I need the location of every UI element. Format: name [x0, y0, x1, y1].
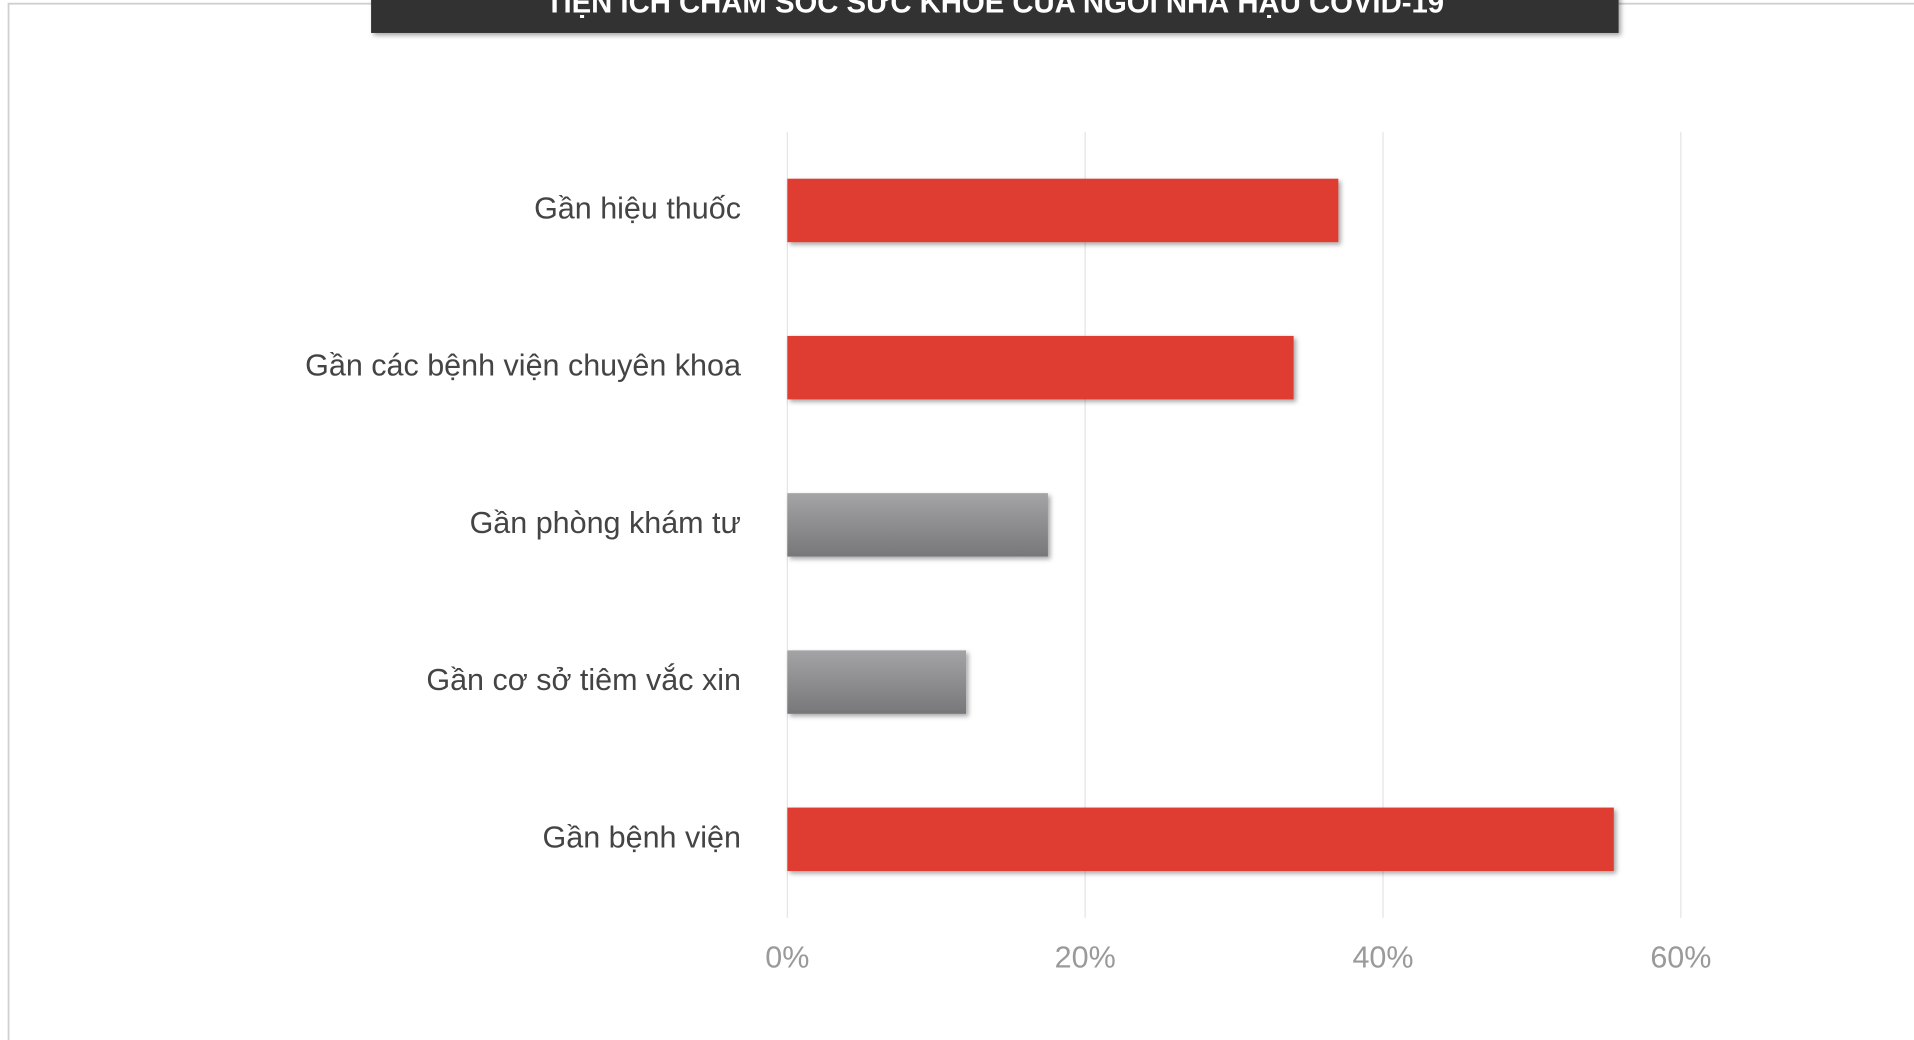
y-tick-label: Gần phòng khám tư — [470, 506, 741, 540]
frame — [7, 2, 1914, 1040]
title-box — [371, 0, 1619, 33]
bar — [787, 178, 1339, 243]
y-tick-label: Gần các bệnh viện chuyên khoa — [305, 349, 741, 383]
bar — [787, 807, 1614, 872]
x-tick-label: 20% — [1055, 940, 1116, 974]
x-tick-label: 40% — [1352, 940, 1413, 974]
bar — [787, 335, 1294, 400]
bar — [787, 493, 1048, 557]
y-tick-label: Gần bệnh viện — [543, 820, 741, 854]
y-tick-label: Gần cơ sở tiêm vắc xin — [426, 662, 741, 697]
chart-title: TIỆN ÍCH CHĂM SÓC SỨC KHỎE CỦA NGÔI NHÀ … — [546, 0, 1444, 20]
bar — [787, 650, 967, 714]
y-tick-label: Gần hiệu thuốc — [534, 192, 741, 226]
x-tick-label: 60% — [1650, 940, 1711, 974]
x-tick-label: 0% — [765, 940, 809, 974]
